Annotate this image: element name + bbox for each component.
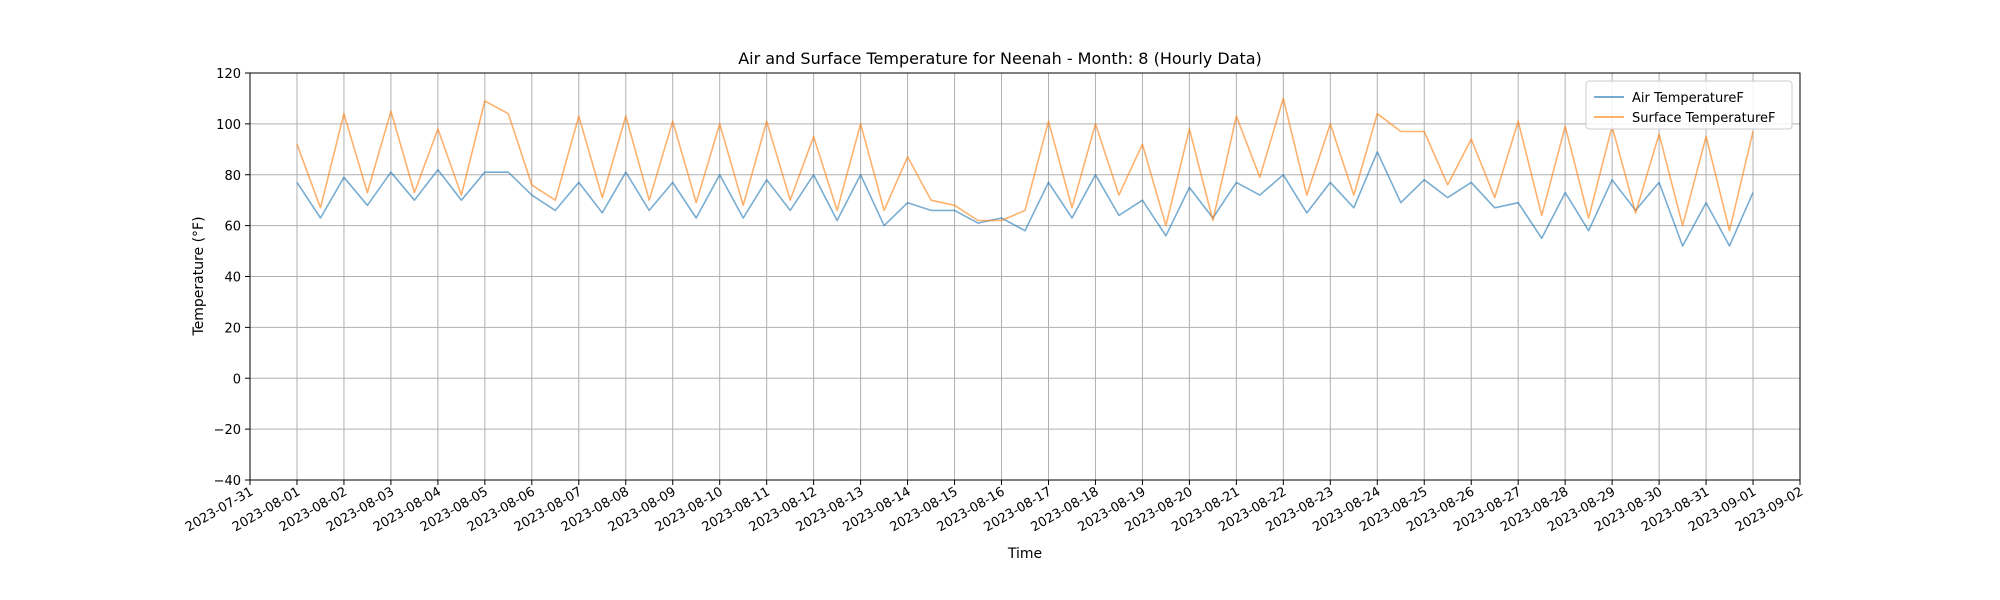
series-line [296, 97, 1754, 232]
y-tick-label: 20 [224, 321, 241, 336]
y-axis: −40 −20 0 20 40 60 80 100 120 [214, 67, 250, 489]
y-tick-label: 40 [224, 271, 241, 286]
legend-box [1585, 80, 1793, 130]
plot-lines [296, 97, 1754, 247]
legend-label: Air TemperatureF [1632, 91, 1744, 106]
y-tick-label: 120 [216, 67, 241, 82]
legend-label: Surface TemperatureF [1632, 111, 1775, 126]
series-line [296, 151, 1754, 247]
x-axis: 2023-07-312023-08-012023-08-022023-08-03… [183, 480, 1806, 535]
y-tick-label: −40 [214, 474, 241, 489]
y-axis-title: Temperature (°F) [191, 216, 207, 336]
y-tick-label: 80 [224, 169, 241, 184]
x-axis-title: Time [1007, 546, 1042, 562]
y-tick-label: 100 [216, 118, 241, 133]
chart-title: Air and Surface Temperature for Neenah -… [738, 49, 1262, 68]
legend: Air TemperatureF Surface TemperatureF [1585, 80, 1793, 130]
y-tick-label: 60 [224, 220, 241, 235]
y-tick-label: 0 [233, 372, 241, 387]
y-tick-label: −20 [214, 423, 241, 438]
grid [249, 72, 1801, 481]
